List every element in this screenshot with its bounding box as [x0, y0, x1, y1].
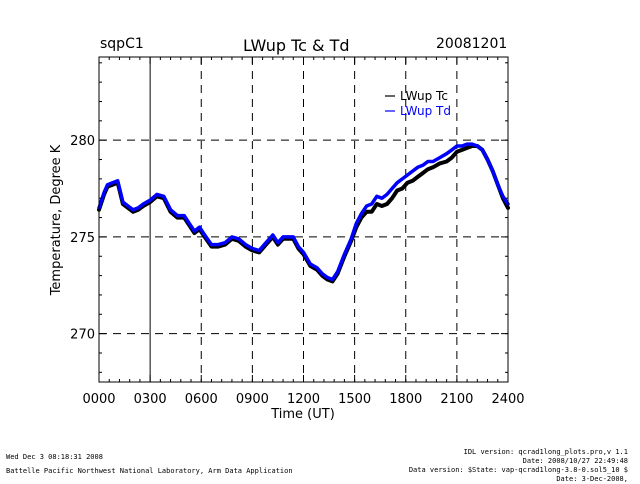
x-tick-label-4: 1200: [287, 392, 320, 407]
footer-idl-date: Date: 2008/10/27 22:49:48: [522, 457, 628, 465]
footer-idl-version: IDL version: qcrad1long_plots.pro,v 1.1: [463, 448, 628, 456]
footer-data-version: Data version: $State: vap-qcrad1long-3.8…: [408, 466, 628, 474]
legend-entry-td: LWup Td: [400, 104, 451, 118]
legend: LWup Tc LWup Td: [385, 89, 451, 118]
x-tick-label-6: 1800: [389, 392, 422, 407]
footer-organization: Battelle Pacific Northwest National Labo…: [6, 467, 293, 475]
footer-data-date: Date: 3-Dec-2008,: [556, 475, 628, 483]
legend-entry-tc: LWup Tc: [400, 89, 448, 103]
series-line-td: [97, 142, 510, 282]
y-tick-label-2: 280: [70, 134, 95, 149]
x-tick-label-5: 1500: [338, 392, 371, 407]
footer-version-info: IDL version: qcrad1long_plots.pro,v 1.1 …: [409, 448, 628, 484]
axis-ticks: [98, 57, 509, 382]
date-label: 20081201: [436, 36, 508, 52]
y-tick-label-0: 270: [70, 328, 95, 343]
series-lines: [97, 142, 510, 284]
tick-labels: 0000 0300 0600 0900 1200 1500 1800 2100 2400 270 2…: [70, 134, 524, 407]
x-tick-label-2: 0600: [185, 392, 218, 407]
site-label: sqpC1: [100, 36, 144, 52]
y-axis-label: Temperature, Degree K: [49, 144, 64, 296]
x-tick-label-7: 2100: [440, 392, 473, 407]
x-tick-label-0: 0000: [82, 392, 115, 407]
x-tick-label-1: 0300: [134, 392, 167, 407]
y-tick-label-1: 275: [70, 231, 95, 246]
x-tick-label-8: 2400: [491, 392, 524, 407]
plot-title: LWup Tc & Td: [243, 36, 350, 55]
x-tick-label-3: 0900: [236, 392, 269, 407]
x-axis-label: Time (UT): [270, 407, 335, 422]
grid-lines: [99, 57, 508, 382]
footer-timestamp: Wed Dec 3 08:18:31 2008: [6, 453, 103, 461]
